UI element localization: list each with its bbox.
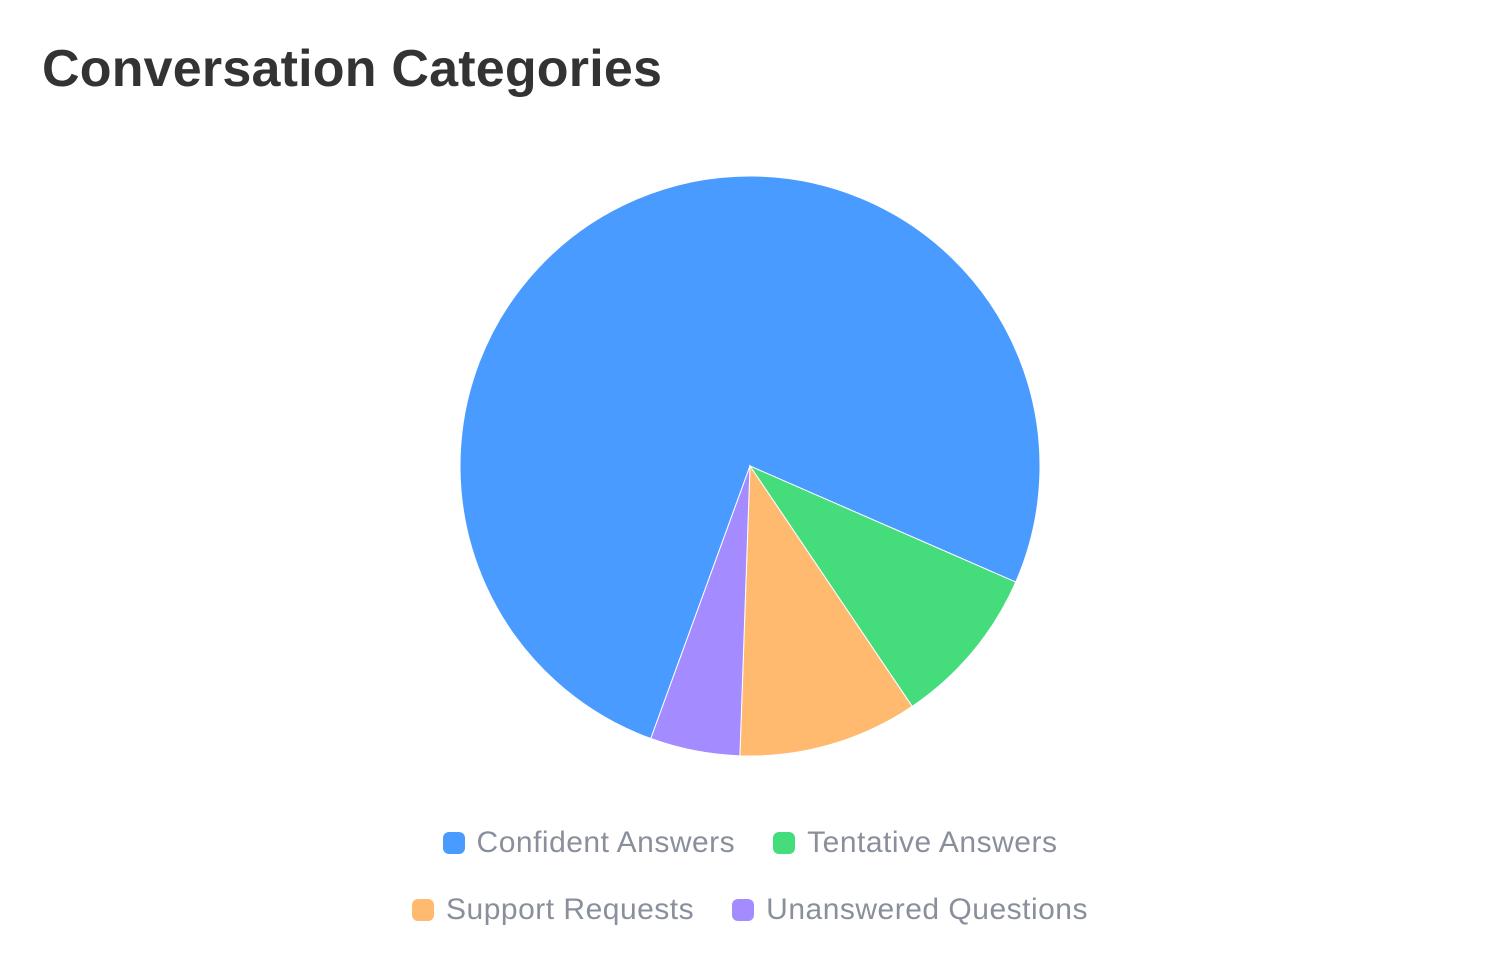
legend-label: Support Requests [446,893,695,926]
legend-swatch-icon [732,899,755,921]
legend-row: Support Requests Unanswered Questions [0,893,1500,927]
legend-item-unanswered-questions[interactable]: Unanswered Questions [732,893,1088,927]
legend-label: Tentative Answers [807,826,1058,859]
pie-slices [459,175,1041,757]
legend-item-support-requests[interactable]: Support Requests [412,893,694,927]
pie-slice-support-requests[interactable] [739,464,913,757]
legend-item-confident-answers[interactable]: Confident Answers [442,826,736,860]
legend-row: Confident Answers Tentative Answers [0,826,1500,860]
legend-swatch-icon [773,832,796,854]
pie-slice-confident-answers[interactable] [459,175,1041,740]
page-title: Conversation Categories [42,40,663,98]
legend-swatch-icon [442,832,465,854]
pie-slice-tentative-answers[interactable] [748,464,1017,708]
legend-label: Unanswered Questions [766,893,1088,926]
legend-label: Confident Answers [476,826,736,859]
legend-item-tentative-answers[interactable]: Tentative Answers [773,826,1057,860]
pie-slice-unanswered-questions[interactable] [650,465,751,757]
legend-swatch-icon [412,899,434,921]
